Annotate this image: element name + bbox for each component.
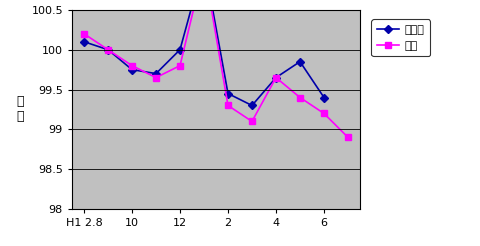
三重県 (105, 48, 111, 51)
Y-axis label: 指
数: 指 数 (16, 95, 24, 123)
三重県 (321, 96, 327, 99)
三重県 (177, 48, 183, 51)
津市 (225, 104, 231, 107)
津市 (321, 112, 327, 115)
三重県 (273, 76, 279, 79)
三重県 (249, 104, 255, 107)
三重県 (129, 68, 135, 71)
津市 (129, 64, 135, 67)
津市 (177, 64, 183, 67)
津市 (105, 48, 111, 51)
Line: 三重県: 三重県 (81, 0, 327, 108)
津市 (249, 120, 255, 123)
Legend: 三重県, 津市: 三重県, 津市 (372, 19, 430, 56)
津市 (81, 32, 87, 35)
津市 (297, 96, 303, 99)
津市 (345, 136, 351, 139)
三重県 (81, 40, 87, 43)
三重県 (297, 60, 303, 63)
三重県 (225, 92, 231, 95)
三重県 (153, 72, 159, 75)
Line: 津市: 津市 (81, 0, 351, 140)
津市 (153, 76, 159, 79)
津市 (273, 76, 279, 79)
